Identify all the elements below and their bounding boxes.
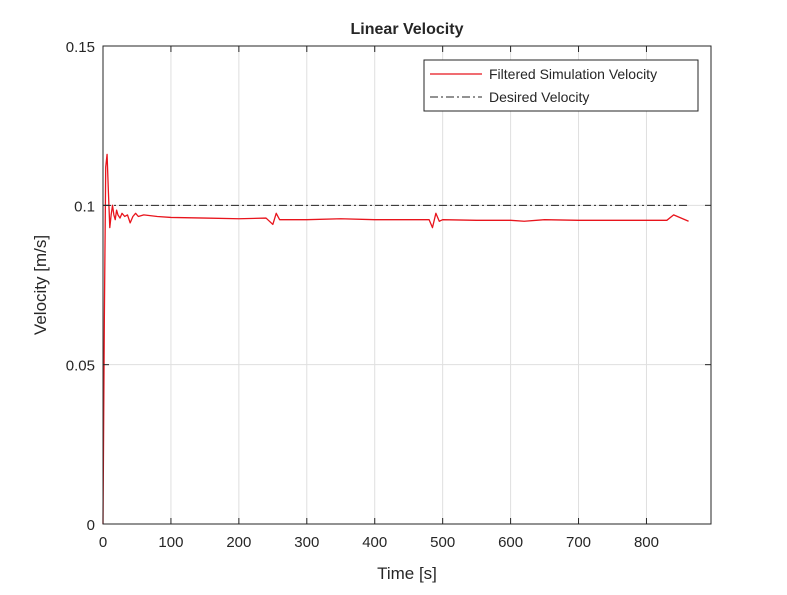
legend-label-filtered-velocity: Filtered Simulation Velocity (489, 66, 657, 82)
y-tick-label: 0.15 (66, 39, 95, 56)
x-tick-label: 300 (294, 534, 319, 551)
chart-title: Linear Velocity (351, 21, 464, 38)
plot-area (103, 46, 711, 524)
legend-label-desired-velocity: Desired Velocity (489, 89, 589, 105)
y-tick-label: 0.05 (66, 358, 95, 375)
axes-box (102, 45, 712, 525)
x-tick-label: 700 (566, 534, 591, 551)
x-tick-label: 400 (362, 534, 387, 551)
y-tick-label: 0.1 (74, 198, 95, 215)
x-tick-label: 200 (226, 534, 251, 551)
series-lines (102, 153, 689, 525)
y-axis-label: Velocity [m/s] (31, 235, 50, 335)
y-tick-label: 0 (87, 517, 95, 534)
x-tick-label: 100 (158, 534, 183, 551)
x-tick-label: 600 (498, 534, 523, 551)
legend: Filtered Simulation Velocity Desired Vel… (423, 59, 699, 112)
x-axis-label: Time [s] (377, 564, 437, 583)
axis-ticks: 0 100 200 300 400 500 600 700 800 0 0.05 0.1 0.15 (66, 39, 711, 551)
x-tick-label: 0 (99, 534, 107, 551)
x-tick-label: 800 (634, 534, 659, 551)
legend-box (423, 59, 699, 112)
series-line-filtered-velocity (102, 153, 689, 525)
x-tick-label: 500 (430, 534, 455, 551)
